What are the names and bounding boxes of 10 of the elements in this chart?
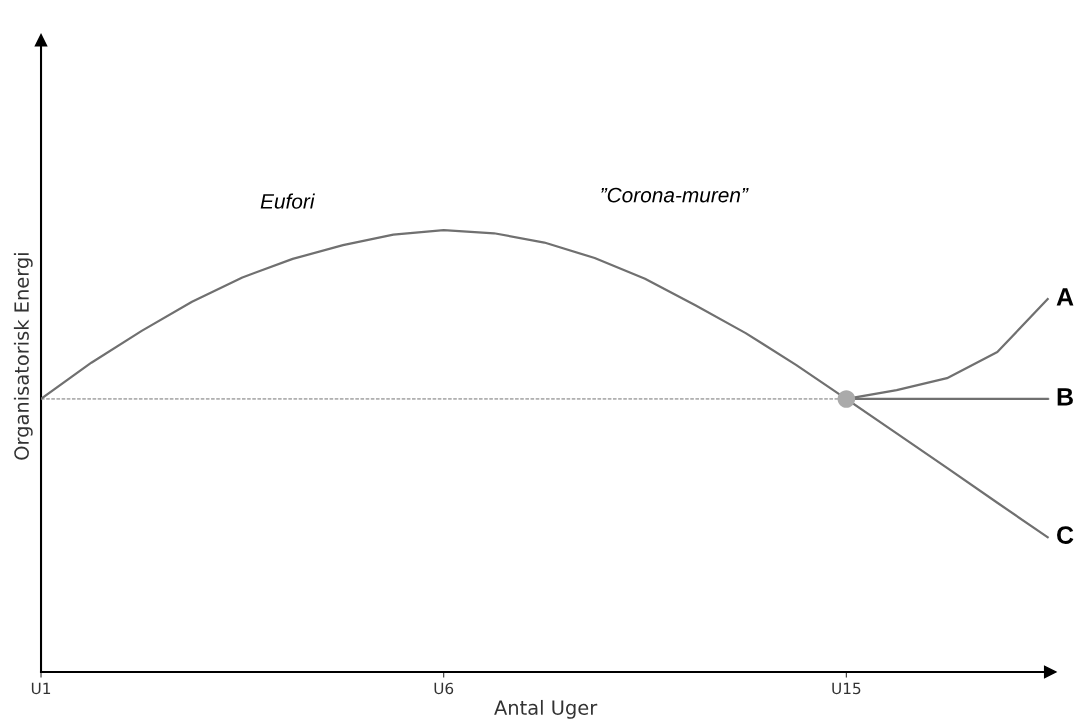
x-tick-label: U1 [31,682,51,695]
y-axis-title: Organisatorisk Energi [13,253,33,460]
x-axis-title: Antal Uger [494,699,598,719]
x-tick-label: U15 [832,682,861,695]
series-label: B [1057,388,1073,406]
series-label: A [1056,288,1074,306]
text: Eufori [260,193,315,209]
x-tick-label: U6 [434,682,454,695]
series-label: C [1057,526,1074,544]
text: ”Corona-muren” [601,187,749,203]
